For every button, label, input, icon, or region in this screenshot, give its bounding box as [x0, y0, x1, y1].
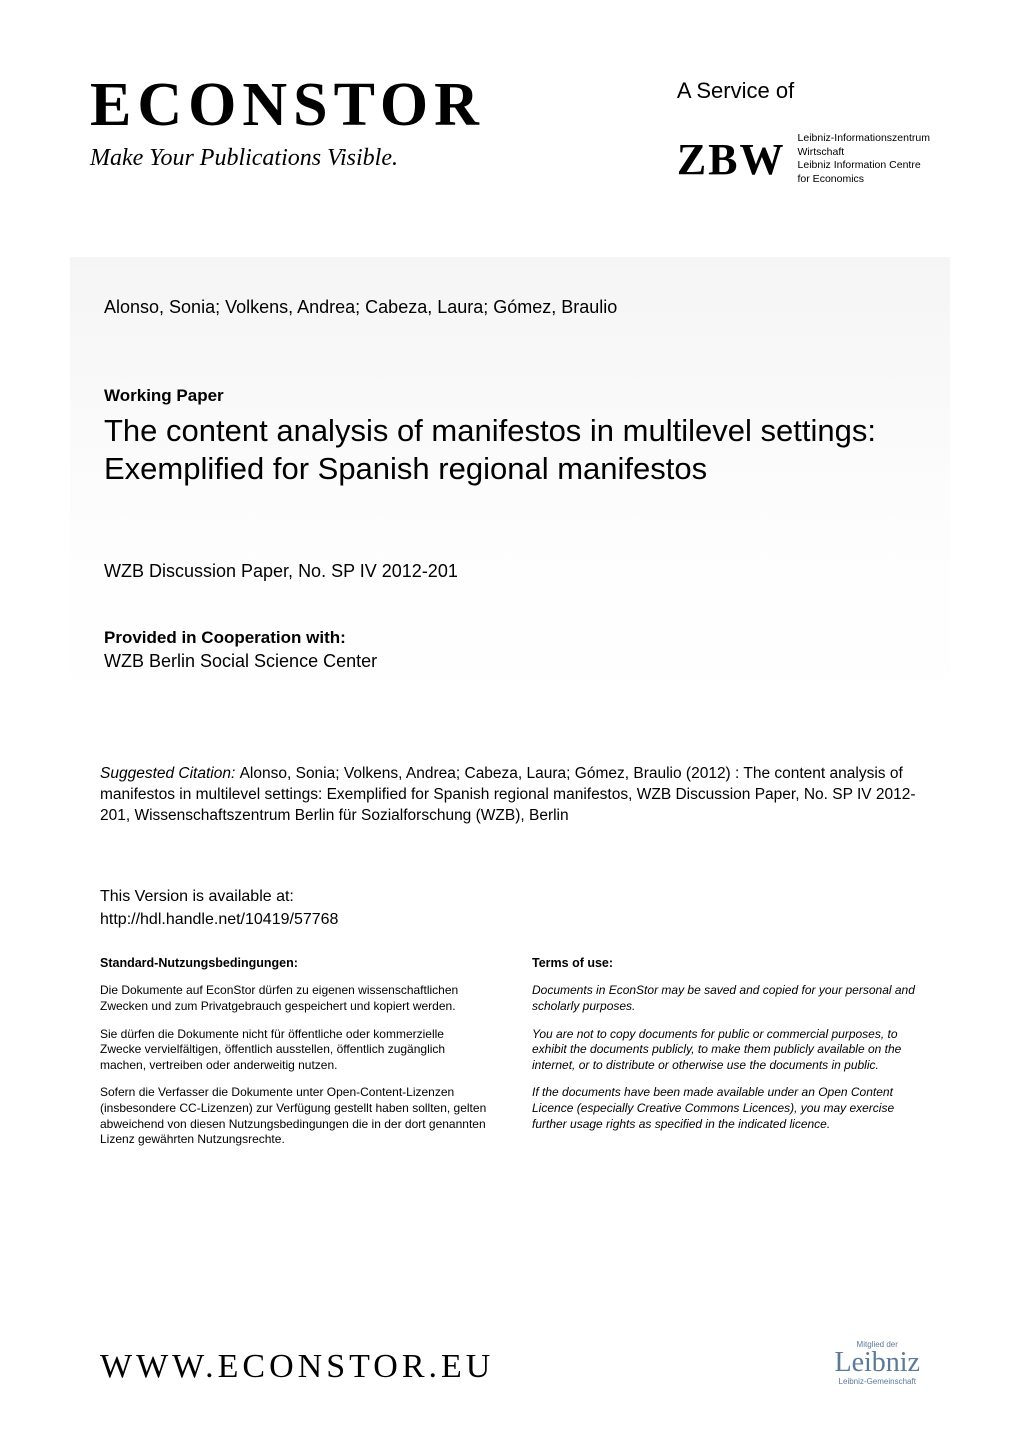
- leibniz-bottom: Leibniz-Gemeinschaft: [839, 1377, 916, 1386]
- terms-en: Terms of use: Documents in EconStor may …: [532, 955, 920, 1160]
- cooperation-label: Provided in Cooperation with:: [104, 628, 916, 648]
- footer-url[interactable]: WWW.ECONSTOR.EU: [100, 1348, 494, 1386]
- terms-en-p1: Documents in EconStor may be saved and c…: [532, 983, 920, 1014]
- zbw-line: for Economics: [798, 173, 930, 187]
- terms-de-p1: Die Dokumente auf EconStor dürfen zu eig…: [100, 983, 488, 1014]
- econstor-logo: ECONSTOR: [90, 70, 485, 141]
- zbw-line: Leibniz Information Centre: [798, 159, 930, 173]
- document-type: Working Paper: [104, 386, 916, 406]
- tagline: Make Your Publications Visible.: [90, 145, 485, 172]
- leibniz-logo: Mitglied der Leibniz Leibniz-Gemeinschaf…: [834, 1340, 920, 1386]
- zbw-line: Leibniz-Informationszentrum: [798, 132, 930, 146]
- terms-de: Standard-Nutzungsbedingungen: Die Dokume…: [100, 955, 488, 1160]
- version-block: This Version is available at: http://hdl…: [100, 885, 920, 931]
- citation-label: Suggested Citation:: [100, 765, 240, 782]
- footer: WWW.ECONSTOR.EU Mitglied der Leibniz Lei…: [100, 1340, 920, 1386]
- header: ECONSTOR Make Your Publications Visible.…: [0, 0, 1020, 187]
- suggested-citation: Suggested Citation: Alonso, Sonia; Volke…: [100, 764, 920, 827]
- terms-en-p2: You are not to copy documents for public…: [532, 1027, 920, 1074]
- terms-de-heading: Standard-Nutzungsbedingungen:: [100, 955, 488, 971]
- version-url[interactable]: http://hdl.handle.net/10419/57768: [100, 908, 920, 931]
- authors: Alonso, Sonia; Volkens, Andrea; Cabeza, …: [104, 297, 916, 318]
- paper-title: The content analysis of manifestos in mu…: [104, 412, 916, 490]
- leibniz-script: Leibniz: [834, 1349, 920, 1377]
- metadata-card: Alonso, Sonia; Volkens, Andrea; Cabeza, …: [70, 257, 950, 709]
- version-label: This Version is available at:: [100, 885, 920, 908]
- terms-en-p3: If the documents have been made availabl…: [532, 1085, 920, 1132]
- terms-en-heading: Terms of use:: [532, 955, 920, 971]
- cooperation-value: WZB Berlin Social Science Center: [104, 651, 916, 672]
- terms-row: Standard-Nutzungsbedingungen: Die Dokume…: [100, 955, 920, 1160]
- zbw-line: Wirtschaft: [798, 146, 930, 160]
- zbw-logo: ZBW: [677, 134, 786, 185]
- zbw-row: ZBW Leibniz-Informationszentrum Wirtscha…: [677, 132, 930, 187]
- series-info: WZB Discussion Paper, No. SP IV 2012-201: [104, 561, 916, 582]
- terms-de-p3: Sofern die Verfasser die Dokumente unter…: [100, 1085, 488, 1147]
- zbw-text: Leibniz-Informationszentrum Wirtschaft L…: [798, 132, 930, 187]
- service-block: A Service of ZBW Leibniz-Informationszen…: [677, 70, 930, 187]
- terms-de-p2: Sie dürfen die Dokumente nicht für öffen…: [100, 1027, 488, 1074]
- econstor-block: ECONSTOR Make Your Publications Visible.: [90, 70, 485, 172]
- service-of-label: A Service of: [677, 78, 794, 104]
